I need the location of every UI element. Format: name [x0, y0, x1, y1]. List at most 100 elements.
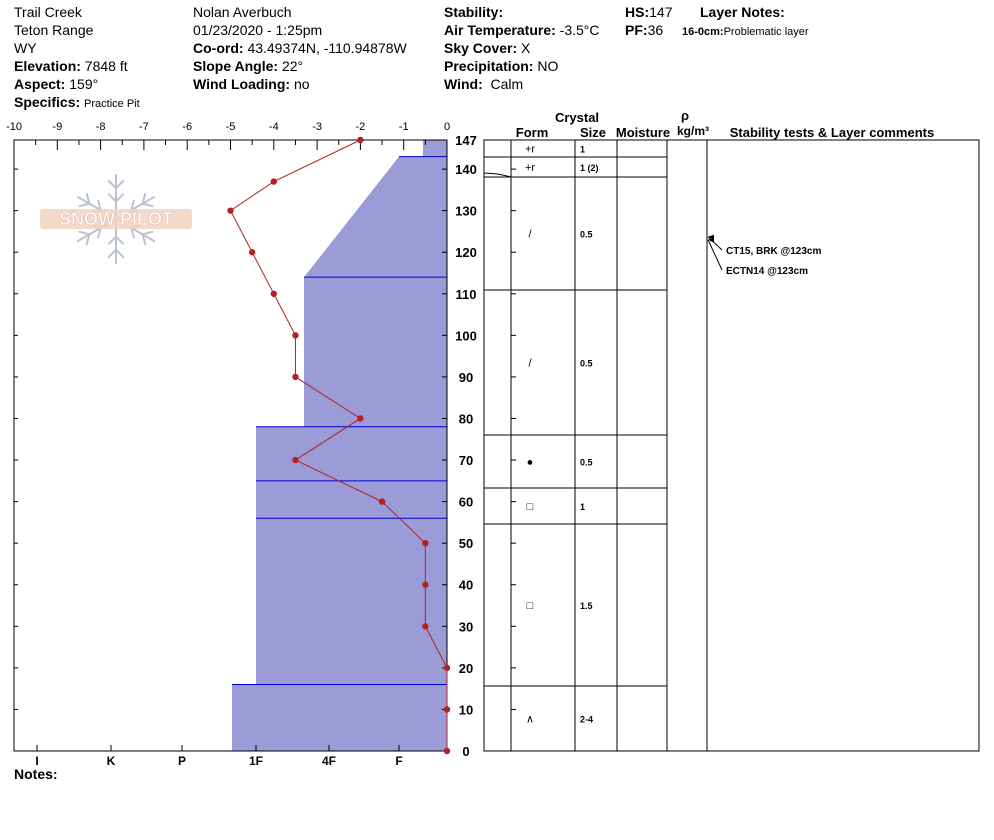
y-tick-label: 120 — [455, 245, 477, 260]
snowflake-branch — [115, 193, 125, 203]
snowflake-branch — [130, 199, 135, 212]
temperature-point — [443, 664, 451, 672]
temperature-point — [357, 136, 364, 144]
hardness-layer — [232, 684, 447, 751]
density-header: kg/m³ — [677, 124, 709, 138]
stability-header: Stability tests & Layer comments — [730, 125, 934, 140]
x-tick-label: -9 — [52, 121, 62, 133]
x-tick-label: -3 — [312, 121, 322, 133]
y-tick-label: 50 — [459, 536, 473, 551]
grain-form: +r — [525, 162, 535, 174]
logo-text: SNOW PILOT — [59, 209, 173, 229]
hardness-label: K — [107, 754, 116, 768]
stability: Stability: — [444, 4, 504, 20]
form-header: Form — [516, 125, 549, 140]
air-temperature: Air Temperature: -3.5°C — [444, 22, 600, 38]
moisture-header: Moisture — [616, 125, 670, 140]
snowflake-branch — [130, 226, 135, 239]
y-tick-label: 80 — [459, 411, 473, 426]
temperature-point — [357, 415, 364, 422]
temperature-line — [229, 139, 448, 751]
layer-notes-title: Layer Notes: — [700, 4, 785, 20]
temperature-point — [292, 456, 299, 464]
elevation: Elevation: 7848 ft — [14, 58, 128, 74]
y-tick-label: 140 — [455, 162, 477, 177]
y-tick-label: 30 — [459, 619, 473, 634]
x-tick-label: -2 — [356, 121, 366, 133]
mountain-range: Teton Range — [14, 22, 94, 38]
hardness-label: I — [35, 754, 38, 768]
y-tick-label: 20 — [459, 661, 473, 676]
grain-form: / — [528, 229, 532, 241]
y-tick-label: 100 — [455, 328, 477, 343]
y-tick-label: 70 — [459, 453, 473, 468]
snowflake-branch — [141, 233, 147, 246]
snowpilot-logo: SNOW PILOT — [40, 174, 192, 264]
snowflake-branch — [115, 180, 125, 190]
datetime: 01/23/2020 - 1:25pm — [193, 22, 323, 38]
rho-header: ρ — [681, 108, 689, 123]
x-tick-label: -1 — [399, 121, 409, 133]
snowflake-branch — [141, 230, 154, 236]
grain-size: 0.5 — [580, 359, 593, 369]
snowflake-branch — [97, 226, 102, 239]
grain-form: / — [528, 358, 532, 370]
table-frame — [483, 139, 980, 752]
hardness-layer — [256, 480, 447, 519]
x-tick-label: 0 — [444, 121, 450, 133]
snowflake-branch — [85, 233, 91, 246]
x-tick-label: -5 — [226, 121, 236, 133]
stability-test: CT15, BRK @123cm — [726, 246, 821, 257]
snowflake-branch — [141, 192, 147, 205]
hardness-layer — [304, 156, 447, 278]
grain-size: 1 — [580, 502, 585, 512]
snowflake-branch — [115, 235, 125, 245]
grain-size: 2-4 — [580, 715, 593, 725]
temperature-point — [270, 178, 277, 185]
hardness-layer — [423, 140, 447, 157]
grain-size: 0.5 — [580, 230, 593, 240]
specifics: Specifics: Practice Pit — [14, 94, 140, 110]
temperature-point — [422, 539, 429, 547]
stability-pointer — [707, 236, 723, 251]
pf: PF:36 — [625, 22, 664, 38]
stability-pointer — [707, 239, 723, 271]
hardness-layer — [256, 426, 447, 481]
layer-note: 16-0cm:Problematic layer — [682, 26, 809, 38]
hardness-label: 1F — [249, 754, 263, 768]
snowflake-branch — [78, 230, 91, 236]
y-tick-label: 60 — [459, 495, 473, 510]
hardness-label: F — [395, 754, 402, 768]
location: Trail Creek — [14, 4, 82, 20]
y-tick-label: 110 — [456, 287, 477, 302]
snowflake-branch — [107, 248, 117, 258]
stability-arrowhead — [708, 237, 714, 243]
grain-size: 1 — [580, 145, 585, 155]
snowflake-branch — [97, 199, 102, 212]
hardness-label: 4F — [322, 754, 336, 768]
crystal-header: Crystal — [555, 110, 599, 125]
wind-loading: Wind Loading: no — [193, 76, 310, 92]
temperature-point — [292, 373, 299, 381]
grain-form: □ — [527, 600, 534, 612]
observer: Nolan Averbuch — [193, 4, 292, 20]
grain-size: 1 (2) — [580, 163, 599, 173]
x-tick-label: -8 — [96, 121, 106, 133]
snowflake-branch — [141, 202, 154, 208]
y-tick-label: 130 — [455, 204, 477, 219]
grain-size: 0.5 — [580, 458, 593, 468]
x-tick-label: -7 — [139, 121, 149, 133]
y-tick-label: 10 — [459, 702, 473, 717]
aspect: Aspect: 159° — [14, 76, 99, 92]
x-tick-label: -10 — [6, 121, 22, 133]
temperature-point — [248, 249, 256, 256]
sky-cover: Sky Cover: X — [444, 40, 531, 56]
temperature-series — [227, 136, 451, 755]
snowflake-branch — [107, 235, 117, 245]
grain-form: ∧ — [526, 714, 534, 726]
y-tick-label: 147 — [455, 133, 477, 148]
snowflake-branch — [85, 192, 91, 205]
stability-test: ECTN14 @123cm — [726, 266, 808, 277]
temperature-point — [422, 581, 429, 588]
